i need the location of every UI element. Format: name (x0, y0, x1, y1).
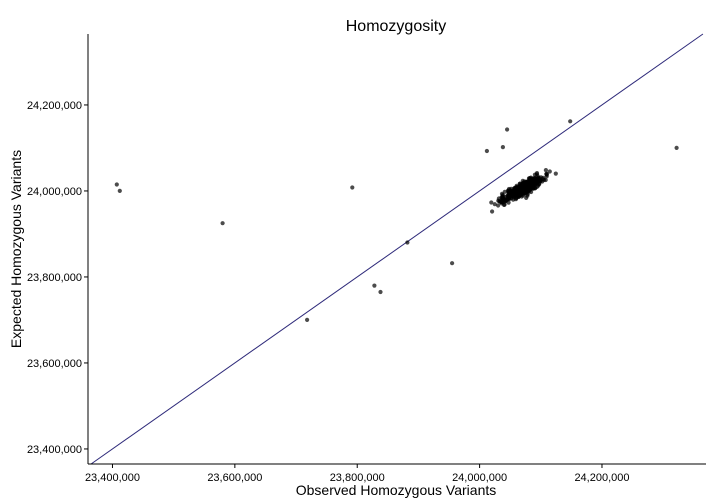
data-point (372, 283, 377, 288)
data-point (506, 196, 511, 201)
data-point (534, 179, 539, 184)
x-tick-label: 23,600,000 (207, 472, 262, 484)
data-point (506, 190, 511, 195)
data-point (492, 202, 497, 207)
data-point (530, 181, 535, 186)
data-point (513, 189, 518, 194)
data-point (489, 200, 494, 205)
x-tick-label: 23,800,000 (330, 472, 385, 484)
y-tick-label: 23,400,000 (27, 444, 82, 456)
data-point (543, 168, 549, 173)
data-point (450, 261, 455, 266)
reference-line (90, 33, 704, 465)
data-point (568, 119, 573, 124)
data-point (350, 185, 355, 190)
data-point (553, 171, 558, 176)
chart-title: Homozygosity (346, 18, 446, 35)
x-tick-label: 23,400,000 (85, 472, 140, 484)
x-tick-label: 24,000,000 (452, 472, 507, 484)
data-point (220, 221, 225, 226)
x-axis-label: Observed Homozygous Variants (296, 482, 497, 498)
data-point (547, 169, 552, 174)
data-point (525, 193, 530, 198)
data-point (544, 171, 549, 176)
data-point (511, 194, 516, 199)
y-tick-label: 24,000,000 (27, 186, 82, 198)
data-point (520, 191, 525, 196)
data-point (526, 180, 532, 185)
data-point (536, 177, 542, 182)
data-points (114, 119, 679, 322)
data-point (505, 127, 510, 132)
y-tick-label: 23,600,000 (27, 358, 82, 370)
y-tick-label: 23,800,000 (27, 272, 82, 284)
data-point (519, 185, 524, 190)
y-tick-label: 24,200,000 (27, 100, 82, 112)
data-point (500, 192, 505, 198)
y-axis-label: Expected Homozygous Variants (8, 150, 24, 348)
data-point (522, 187, 527, 192)
data-point (378, 289, 383, 295)
data-point (305, 317, 310, 322)
data-point (526, 187, 531, 192)
data-point (490, 209, 495, 214)
data-point (500, 145, 505, 150)
data-point (513, 197, 519, 202)
data-point (531, 176, 536, 182)
data-point (520, 181, 526, 186)
data-point (117, 188, 122, 193)
data-point (484, 148, 489, 154)
x-axis-ticks: 23,400,000 23,600,000 23,800,000 24,000,000… (85, 464, 630, 484)
plot-area (90, 33, 704, 465)
data-point (496, 203, 501, 208)
data-point (674, 145, 679, 150)
data-point (114, 182, 119, 187)
x-tick-label: 24,200,000 (574, 472, 629, 484)
y-axis-ticks: 23,400,000 23,600,000 23,800,000 24,000,000… (27, 100, 88, 456)
data-point (405, 240, 410, 245)
data-point (499, 201, 504, 206)
data-point (532, 186, 538, 191)
